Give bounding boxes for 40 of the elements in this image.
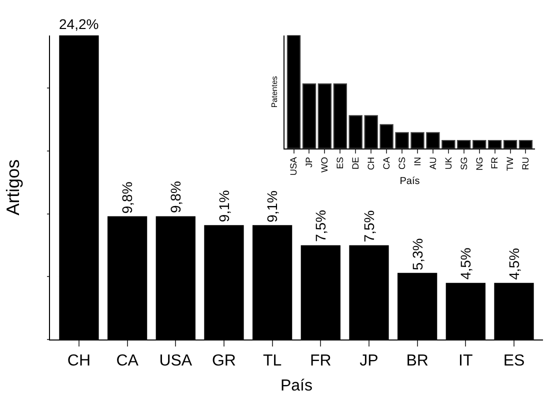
x-tick-label: UK (443, 157, 454, 170)
x-tick-label: CA (116, 352, 139, 370)
x-tick-label: TW (505, 156, 516, 171)
y-axis-title: Patentes (270, 76, 280, 108)
data-label: 24,2% (59, 16, 99, 32)
x-tick-label: FR (310, 352, 332, 370)
data-label: 7,5% (360, 210, 377, 242)
x-tick-label: WO (320, 157, 330, 172)
x-tick-label: CH (366, 157, 376, 170)
x-tick-label: GR (212, 352, 236, 370)
x-tick-label: IT (458, 352, 473, 370)
x-tick-label: AU (428, 157, 438, 170)
x-tick-label: BR (406, 352, 428, 370)
data-label: 9,8% (119, 182, 136, 214)
data-label: 4,5% (458, 248, 474, 280)
data-label: 7,5% (312, 210, 328, 242)
x-axis-title: País (280, 377, 312, 394)
y-axis-title: Artigos (3, 159, 24, 216)
x-tick-label: JP (304, 157, 314, 168)
x-tick-label: JP (360, 352, 378, 370)
x-tick-label: DE (350, 157, 361, 170)
data-label: 5,3% (409, 238, 426, 270)
x-tick-label: SG (458, 157, 469, 170)
x-tick-label: NG (474, 157, 484, 170)
x-tick-label: CS (396, 157, 407, 170)
x-tick-label: CA (381, 157, 392, 170)
x-tick-label: RU (520, 157, 531, 170)
x-axis-title: País (400, 176, 420, 188)
x-tick-label: IN (412, 157, 422, 166)
data-label: 9,1% (264, 190, 280, 222)
x-tick-label: TL (262, 352, 282, 370)
x-tick-label: USA (288, 157, 299, 176)
x-tick-label: ES (503, 352, 525, 370)
x-tick-label: ES (335, 157, 346, 170)
x-tick-label: USA (159, 352, 192, 370)
data-label: 9,8% (167, 181, 184, 213)
x-tick-label: FR (490, 156, 500, 169)
data-label: 4,5% (506, 248, 522, 280)
x-tick-label: CH (67, 352, 91, 370)
data-label: 9,1% (216, 190, 232, 222)
